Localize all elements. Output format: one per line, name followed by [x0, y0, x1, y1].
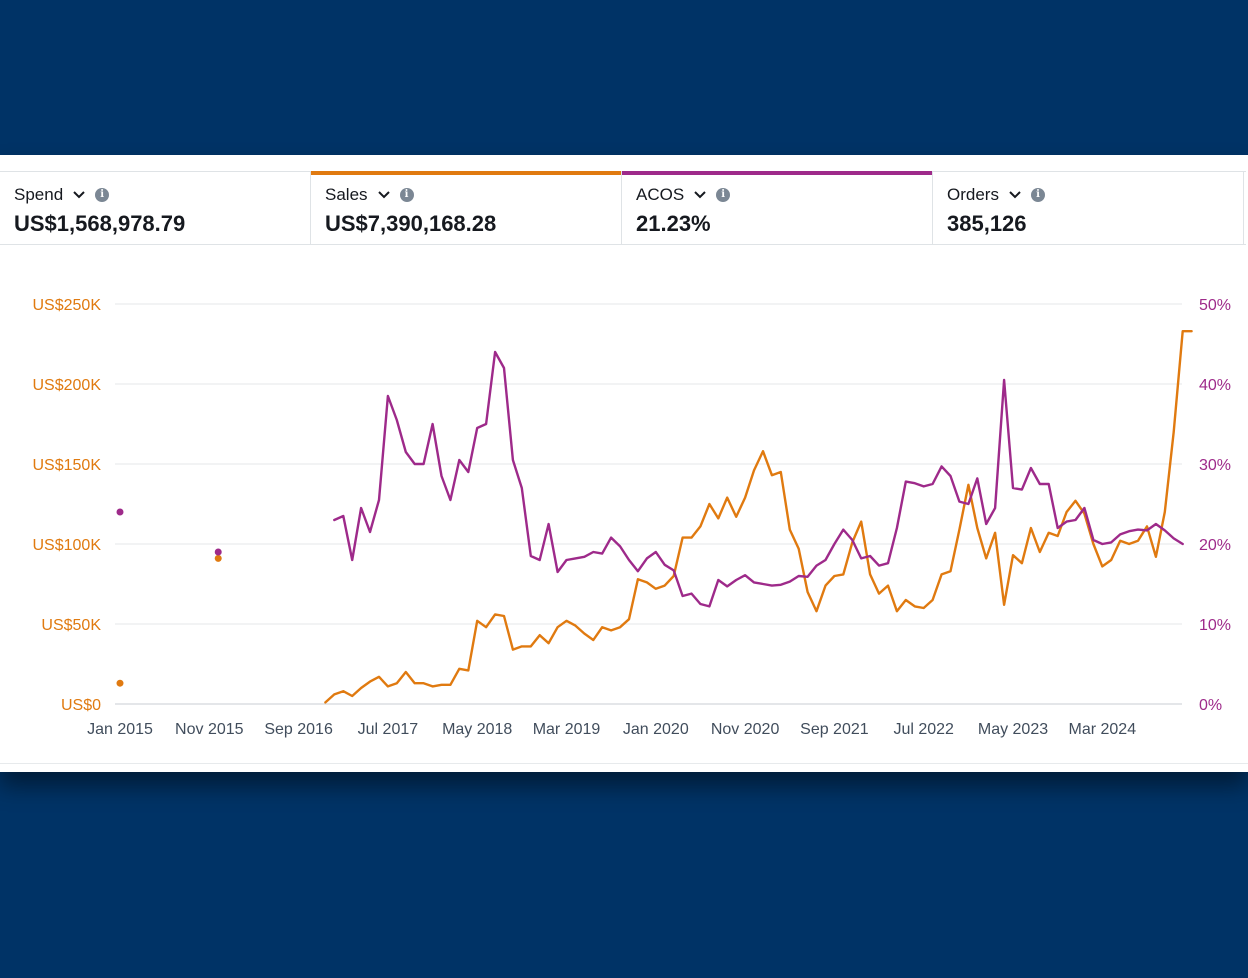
metric-spend[interactable]: Spend i US$1,568,978.79 — [0, 172, 311, 244]
metric-sales[interactable]: Sales i US$7,390,168.28 — [311, 171, 622, 244]
metric-sales-value: US$7,390,168.28 — [325, 211, 497, 236]
y-left-axis-ticks: US$0 US$50K US$100K US$150K US$200K US$250K — [33, 297, 102, 714]
series-point-sales — [116, 679, 124, 687]
info-icon[interactable]: i — [1030, 188, 1045, 202]
y-left-tick-label: US$250K — [33, 297, 102, 314]
chevron-down-icon[interactable] — [71, 187, 87, 203]
metric-orders-label: Orders — [947, 185, 999, 204]
x-tick-label: Sep 2021 — [800, 721, 869, 738]
x-tick-label: Nov 2015 — [175, 721, 244, 738]
y-right-tick-label: 50% — [1199, 297, 1231, 314]
chevron-down-icon[interactable] — [692, 187, 708, 203]
x-tick-label: Mar 2019 — [533, 721, 601, 738]
metric-acos[interactable]: ACOS i 21.23% — [622, 171, 933, 244]
x-tick-label: Sep 2016 — [264, 721, 333, 738]
info-icon[interactable]: i — [716, 188, 731, 202]
info-icon[interactable]: i — [95, 188, 110, 202]
x-tick-label: Jan 2015 — [87, 721, 153, 738]
sales-acos-line-chart: US$0 US$50K US$100K US$150K US$200K US$250K 0… — [33, 297, 1232, 738]
metric-acos-value: 21.23% — [636, 211, 711, 236]
grid-lines — [115, 303, 1182, 705]
metrics-row: Spend i US$1,568,978.79 Sales i US$7,390… — [0, 171, 1246, 245]
metric-orders-value: 385,126 — [947, 211, 1027, 236]
metric-spend-accent — [0, 171, 310, 175]
y-right-tick-label: 40% — [1199, 377, 1231, 394]
y-left-tick-label: US$0 — [61, 697, 101, 714]
metric-sales-accent — [311, 171, 621, 175]
y-right-tick-label: 30% — [1199, 457, 1231, 474]
y-left-tick-label: US$100K — [33, 537, 102, 554]
x-tick-label: May 2018 — [442, 721, 512, 738]
y-left-tick-label: US$50K — [41, 617, 101, 634]
y-left-tick-label: US$150K — [33, 457, 102, 474]
chevron-down-icon[interactable] — [1007, 187, 1023, 203]
x-axis-ticks: Jan 2015 Nov 2015 Sep 2016 Jul 2017 May 2018… — [87, 721, 1136, 738]
series-acos — [116, 350, 1184, 608]
x-tick-label: May 2023 — [978, 721, 1048, 738]
metric-acos-label: ACOS — [636, 185, 685, 204]
x-tick-label: Jul 2022 — [893, 721, 954, 738]
series-line-acos — [333, 350, 1184, 608]
chevron-down-icon[interactable] — [376, 187, 392, 203]
y-right-tick-label: 20% — [1199, 537, 1231, 554]
x-tick-label: Mar 2024 — [1069, 721, 1137, 738]
y-right-tick-label: 10% — [1199, 617, 1231, 634]
metric-spend-label: Spend — [14, 185, 64, 204]
series-sales — [116, 330, 1193, 704]
x-tick-label: Jan 2020 — [623, 721, 689, 738]
series-point-acos — [116, 508, 124, 516]
y-right-tick-label: 0% — [1199, 697, 1222, 714]
series-point-acos — [214, 548, 222, 556]
series-layer — [116, 330, 1193, 704]
metric-acos-accent — [622, 171, 932, 175]
info-icon[interactable]: i — [399, 188, 414, 202]
y-left-tick-label: US$200K — [33, 377, 102, 394]
series-line-sales — [324, 330, 1193, 704]
x-tick-label: Jul 2017 — [358, 721, 419, 738]
card-bottom-divider — [0, 763, 1248, 764]
chart-area: US$0 US$50K US$100K US$150K US$200K US$250K 0… — [0, 280, 1248, 755]
metric-spend-value: US$1,568,978.79 — [14, 211, 186, 236]
series-point-sales — [214, 554, 222, 562]
y-right-axis-ticks: 0% 10% 20% 30% 40% 50% — [1199, 297, 1231, 714]
metric-orders[interactable]: Orders i 385,126 — [933, 172, 1244, 244]
x-tick-label: Nov 2020 — [711, 721, 780, 738]
metric-orders-accent — [933, 171, 1243, 175]
analytics-card: Spend i US$1,568,978.79 Sales i US$7,390… — [0, 155, 1248, 772]
metric-sales-label: Sales — [325, 185, 368, 204]
